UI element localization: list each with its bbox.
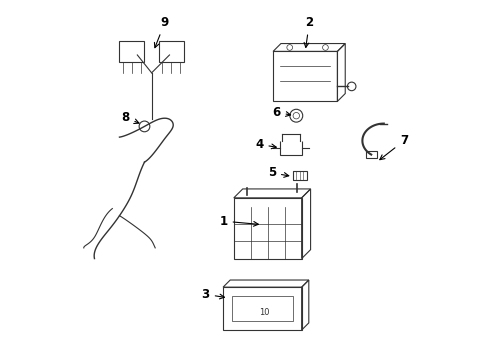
Text: 6: 6 xyxy=(272,106,290,119)
Text: 1: 1 xyxy=(219,215,258,228)
Text: 4: 4 xyxy=(255,138,276,151)
Text: 8: 8 xyxy=(121,111,139,124)
Text: 3: 3 xyxy=(201,288,224,301)
Text: 7: 7 xyxy=(379,134,407,160)
Text: 5: 5 xyxy=(267,166,288,179)
Text: 9: 9 xyxy=(154,17,168,48)
Text: 2: 2 xyxy=(304,17,313,48)
Text: 10: 10 xyxy=(259,308,269,317)
